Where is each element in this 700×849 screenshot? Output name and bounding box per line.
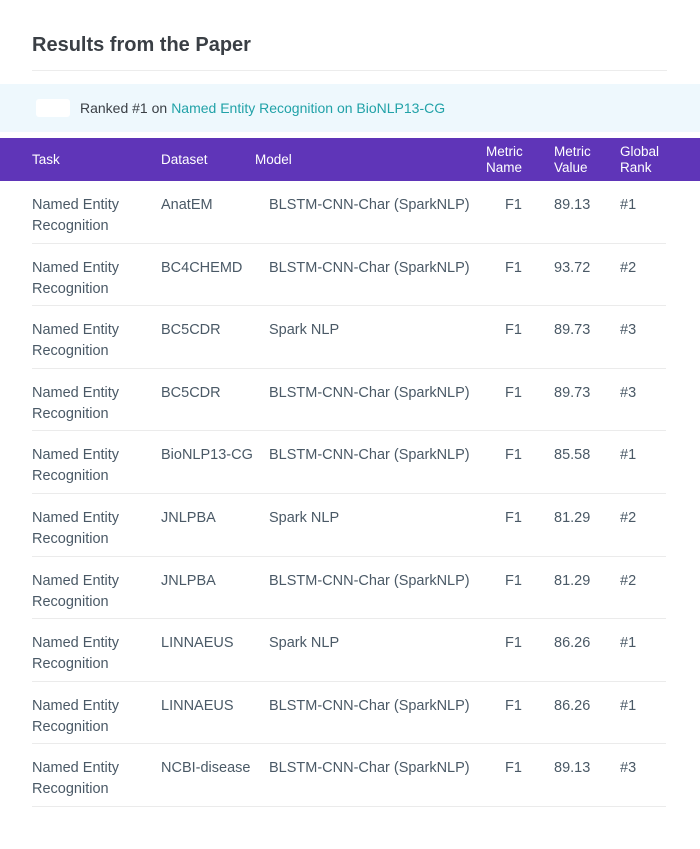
model-cell[interactable]: Spark NLP	[269, 322, 340, 339]
dataset-cell[interactable]: BC5CDR	[161, 384, 221, 401]
metric-value-cell: 89.13	[554, 760, 591, 777]
ranked-benchmark-link[interactable]: Named Entity Recognition on BioNLP13-CG	[171, 100, 446, 116]
table-row[interactable]: Named Entity Recognition JNLPBA Spark NL…	[0, 494, 700, 557]
metric-name-cell: F1	[505, 259, 522, 276]
column-header-task[interactable]: Task	[32, 151, 60, 167]
task-cell[interactable]: Named Entity Recognition	[32, 197, 120, 234]
model-cell[interactable]: Spark NLP	[269, 509, 340, 526]
table-row[interactable]: Named Entity Recognition BC5CDR BLSTM-CN…	[0, 369, 700, 432]
metric-name-cell: F1	[505, 197, 522, 213]
metric-name-cell: F1	[505, 572, 522, 589]
global-rank-cell[interactable]: #2	[620, 509, 637, 526]
table-row[interactable]: Named Entity Recognition LINNAEUS BLSTM-…	[0, 682, 700, 745]
table-row[interactable]: Named Entity Recognition AnatEM BLSTM-CN…	[0, 181, 700, 244]
dataset-cell[interactable]: BC5CDR	[161, 322, 221, 339]
metric-name-cell: F1	[505, 384, 522, 401]
metric-value-cell: 81.29	[554, 572, 591, 589]
task-cell[interactable]: Named Entity Recognition	[32, 384, 120, 422]
metric-name-cell: F1	[505, 760, 522, 777]
model-cell[interactable]: BLSTM-CNN-Char (SparkNLP)	[269, 697, 470, 714]
column-header-dataset[interactable]: Dataset	[161, 151, 208, 167]
metric-name-cell: F1	[505, 447, 522, 464]
model-cell[interactable]: Spark NLP	[269, 635, 340, 652]
global-rank-cell[interactable]: #3	[620, 322, 637, 339]
model-cell[interactable]: BLSTM-CNN-Char (SparkNLP)	[269, 760, 470, 777]
column-header-model[interactable]: Model	[255, 151, 292, 167]
metric-value-cell: 86.26	[554, 697, 591, 714]
task-cell[interactable]: Named Entity Recognition	[32, 322, 120, 360]
dataset-cell[interactable]: BC4CHEMD	[161, 259, 243, 276]
task-cell[interactable]: Named Entity Recognition	[32, 697, 120, 735]
model-cell[interactable]: BLSTM-CNN-Char (SparkNLP)	[269, 572, 470, 589]
dataset-cell[interactable]: BioNLP13-CG	[161, 447, 253, 464]
metric-value-cell: 85.58	[554, 447, 591, 464]
metric-value-cell: 89.13	[554, 197, 591, 213]
results-table-body: Named Entity Recognition AnatEM BLSTM-CN…	[0, 181, 700, 807]
page-title: Results from the Paper	[32, 34, 251, 56]
dataset-cell[interactable]: JNLPBA	[161, 509, 216, 526]
global-rank-cell[interactable]: #3	[620, 760, 637, 777]
dataset-cell[interactable]: LINNAEUS	[161, 697, 234, 714]
global-rank-cell[interactable]: #2	[620, 572, 637, 589]
table-row[interactable]: Named Entity Recognition BC4CHEMD BLSTM-…	[0, 244, 700, 307]
global-rank-cell[interactable]: #1	[620, 635, 637, 652]
task-cell[interactable]: Named Entity Recognition	[32, 259, 120, 297]
global-rank-cell[interactable]: #1	[620, 697, 637, 714]
table-header: Task Dataset Model Metric Name Metric Va…	[0, 138, 700, 181]
rank-badge-icon	[36, 99, 70, 117]
table-row[interactable]: Named Entity Recognition BioNLP13-CG BLS…	[0, 431, 700, 494]
column-header-global-rank[interactable]: Global Rank	[620, 143, 660, 175]
task-cell[interactable]: Named Entity Recognition	[32, 509, 120, 547]
model-cell[interactable]: BLSTM-CNN-Char (SparkNLP)	[269, 384, 470, 401]
table-row[interactable]: Named Entity Recognition LINNAEUS Spark …	[0, 619, 700, 682]
global-rank-cell[interactable]: #1	[620, 197, 637, 213]
metric-name-cell: F1	[505, 697, 522, 714]
metric-value-cell: 86.26	[554, 635, 591, 652]
dataset-cell[interactable]: JNLPBA	[161, 572, 216, 589]
dataset-cell[interactable]: AnatEM	[161, 197, 213, 213]
metric-value-cell: 93.72	[554, 259, 591, 276]
dataset-cell[interactable]: LINNAEUS	[161, 635, 234, 652]
metric-value-cell: 81.29	[554, 509, 591, 526]
ranked-banner: Ranked #1 on Named Entity Recognition on…	[0, 84, 700, 132]
table-row[interactable]: Named Entity Recognition JNLPBA BLSTM-CN…	[0, 557, 700, 620]
model-cell[interactable]: BLSTM-CNN-Char (SparkNLP)	[269, 197, 470, 213]
model-cell[interactable]: BLSTM-CNN-Char (SparkNLP)	[269, 259, 470, 276]
dataset-cell[interactable]: NCBI-disease	[161, 760, 251, 777]
title-divider	[32, 70, 667, 71]
ranked-prefix: Ranked #1 on	[80, 100, 168, 116]
column-header-metric-name[interactable]: Metric Name	[486, 143, 523, 175]
task-cell[interactable]: Named Entity Recognition	[32, 572, 120, 610]
global-rank-cell[interactable]: #1	[620, 447, 637, 464]
task-cell[interactable]: Named Entity Recognition	[32, 635, 120, 673]
model-cell[interactable]: BLSTM-CNN-Char (SparkNLP)	[269, 447, 470, 464]
metric-name-cell: F1	[505, 509, 522, 526]
table-row[interactable]: Named Entity Recognition NCBI-disease BL…	[0, 744, 700, 807]
metric-value-cell: 89.73	[554, 322, 591, 339]
metric-name-cell: F1	[505, 322, 522, 339]
task-cell[interactable]: Named Entity Recognition	[32, 760, 120, 798]
task-cell[interactable]: Named Entity Recognition	[32, 447, 120, 485]
global-rank-cell[interactable]: #3	[620, 384, 637, 401]
table-row[interactable]: Named Entity Recognition BC5CDR Spark NL…	[0, 306, 700, 369]
metric-name-cell: F1	[505, 635, 522, 652]
global-rank-cell[interactable]: #2	[620, 259, 637, 276]
column-header-metric-value[interactable]: Metric Value	[554, 143, 591, 175]
metric-value-cell: 89.73	[554, 384, 591, 401]
